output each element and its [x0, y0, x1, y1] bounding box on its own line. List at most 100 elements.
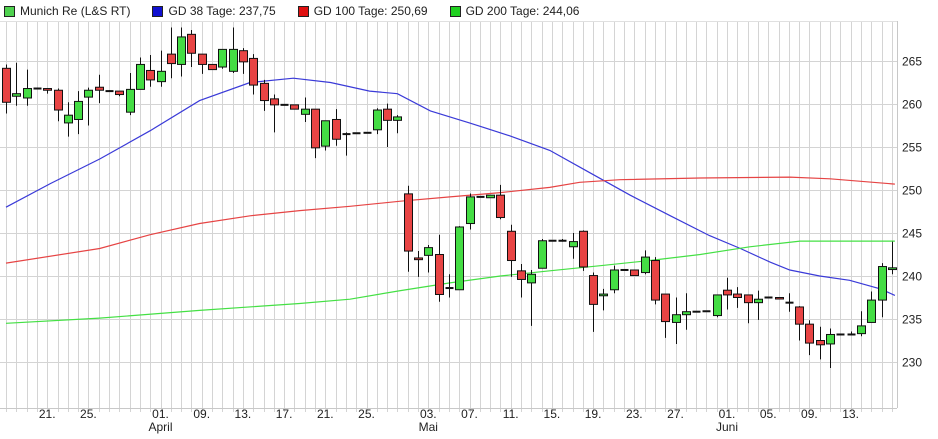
x-tick-label: 01.	[719, 407, 736, 421]
x-tick-label: 01.	[152, 407, 169, 421]
candle-up	[455, 226, 464, 291]
candle-up	[126, 88, 135, 113]
x-month-label: April	[148, 420, 172, 434]
candle-down	[816, 340, 825, 346]
candle-up	[672, 314, 681, 323]
candle-up	[754, 298, 763, 304]
candle-down	[239, 50, 248, 63]
candle-up	[177, 36, 186, 65]
candle-down	[733, 293, 742, 298]
legend-label: GD 200 Tage: 244,06	[465, 4, 580, 18]
candle-down	[795, 306, 804, 325]
candle-up	[599, 293, 608, 297]
legend-swatch	[152, 5, 164, 17]
y-tick-label: 255	[902, 141, 922, 155]
y-tick-label: 265	[902, 55, 922, 69]
x-tick-label: 03.	[420, 407, 437, 421]
candle-down	[198, 53, 207, 65]
legend-label: GD 38 Tage: 237,75	[168, 4, 276, 18]
candle-down	[435, 254, 444, 295]
candle-up	[569, 241, 578, 248]
legend-swatch	[4, 5, 15, 17]
candle-down	[115, 90, 124, 96]
candle-up	[373, 109, 382, 131]
candle-down	[2, 67, 11, 103]
candle-down	[805, 323, 814, 344]
legend-item-gd200: GD 200 Tage: 244,06	[449, 4, 580, 18]
candle-up	[527, 273, 536, 284]
y-tick-label: 230	[902, 356, 922, 370]
candle-up	[12, 93, 21, 97]
legend-label: GD 100 Tage: 250,69	[313, 4, 428, 18]
candle-down	[579, 230, 588, 268]
candle-down	[414, 257, 423, 261]
y-tick-label: 245	[902, 227, 922, 241]
candle-up	[682, 311, 691, 316]
candle-up	[888, 267, 897, 271]
candle-down	[208, 63, 217, 71]
x-tick-label: 25.	[80, 407, 97, 421]
x-tick-label: 25.	[358, 407, 375, 421]
candle-down	[311, 108, 320, 149]
series-line-gd100	[5, 176, 895, 264]
x-tick-label: 21.	[317, 407, 334, 421]
candle-down	[270, 98, 279, 106]
candle-up	[84, 89, 93, 98]
series-line-gd200	[5, 240, 895, 324]
candle-down	[651, 260, 660, 301]
candle-down	[775, 297, 784, 300]
x-tick-label: 19.	[585, 407, 602, 421]
candle-up	[64, 114, 73, 124]
x-month-label: Juni	[716, 420, 738, 434]
candle-up	[157, 70, 166, 83]
candle-down	[723, 289, 732, 296]
series-line-gd38	[5, 77, 896, 296]
x-tick-label: 11.	[503, 407, 519, 421]
candle-up	[826, 333, 835, 345]
candle-down	[332, 118, 341, 140]
x-tick-label: 09.	[801, 407, 818, 421]
candle-up	[538, 240, 547, 269]
x-tick-label: 15.	[544, 407, 561, 421]
candle-up	[321, 120, 330, 147]
candle-up	[424, 247, 433, 256]
x-tick-label: 05.	[760, 407, 777, 421]
y-tick-label: 235	[902, 313, 922, 327]
x-tick-label: 27.	[667, 407, 684, 421]
y-tick-label: 260	[902, 98, 922, 112]
candle-down	[54, 89, 63, 111]
candle-down	[95, 86, 104, 91]
candle-down	[249, 57, 258, 86]
candle-down	[496, 194, 505, 219]
legend-swatch	[449, 5, 461, 17]
x-tick-label: 23.	[626, 407, 643, 421]
candle-up	[393, 116, 402, 121]
candle-up	[641, 256, 650, 274]
candle-down	[630, 269, 639, 277]
candle-up	[301, 108, 310, 115]
candle-up	[74, 100, 83, 120]
x-tick-label: 21.	[39, 407, 56, 421]
legend-swatch	[297, 5, 309, 17]
legend-label: Munich Re (L&S RT)	[20, 4, 131, 18]
candle-up	[23, 88, 32, 99]
candle-down	[43, 88, 52, 91]
x-tick-label: 09.	[193, 407, 210, 421]
y-tick-label: 250	[902, 184, 922, 198]
y-tick-label: 240	[902, 270, 922, 284]
x-tick-label: 07.	[461, 407, 478, 421]
candle-up	[218, 48, 227, 68]
candle-up	[867, 299, 876, 323]
candle-up	[136, 63, 145, 90]
candle-down	[260, 82, 269, 102]
candle-up	[878, 266, 887, 301]
x-tick-label: 13.	[842, 407, 859, 421]
candle-down	[507, 230, 516, 262]
candle-down	[187, 33, 196, 54]
x-tick-label: 17.	[276, 407, 293, 421]
candle-down	[167, 53, 176, 65]
candle-up	[466, 196, 475, 225]
candle-down	[661, 293, 670, 323]
